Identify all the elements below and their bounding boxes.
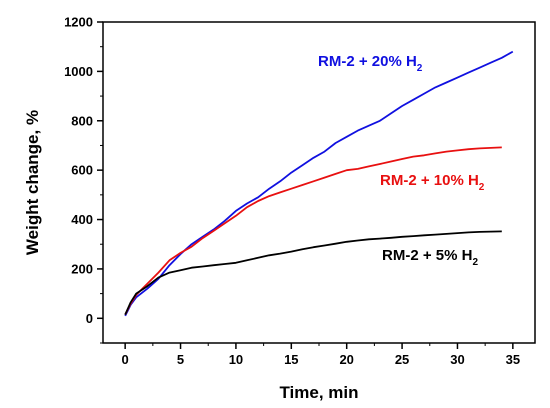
x-tick-label: 20 [339, 352, 353, 367]
y-tick-label: 1200 [64, 15, 93, 30]
series-annotation-label: RM-2 + 10% H2 [380, 172, 485, 193]
y-tick-label: 0 [86, 311, 93, 326]
y-axis-title: Weight change, % [23, 110, 42, 255]
series-line [124, 50, 514, 317]
series-line [124, 146, 502, 315]
series-layer [124, 50, 514, 317]
series-annotation-subscript: 2 [417, 63, 423, 74]
y-tick-label: 800 [71, 113, 93, 128]
series-annotation-main: RM-2 + 20% H [318, 53, 417, 70]
series-annotation-subscript: 2 [479, 182, 485, 193]
y-tick-label: 1000 [64, 64, 93, 79]
y-tick-label: 600 [71, 163, 93, 178]
x-tick-label: 35 [506, 352, 520, 367]
x-tick-label: 15 [284, 352, 298, 367]
x-tick-label: 5 [177, 352, 184, 367]
series-annotation-label: RM-2 + 5% H2 [382, 247, 478, 268]
axes: 0 5 10 15 20 25 30 35 0 200 400 600 800 1000 1200 [64, 15, 520, 368]
x-axis-title: Time, min [279, 383, 358, 402]
x-tick-label: 0 [122, 352, 129, 367]
x-tick-label: 10 [229, 352, 243, 367]
series-annotation-main: RM-2 + 10% H [380, 172, 479, 189]
y-tick-label: 200 [71, 261, 93, 276]
x-tick-label: 30 [450, 352, 464, 367]
series-line [124, 230, 502, 315]
series-annotation-label: RM-2 + 20% H2 [318, 53, 423, 74]
x-tick-label: 25 [395, 352, 409, 367]
y-tick-label: 400 [71, 212, 93, 227]
series-annotation-main: RM-2 + 5% H [382, 247, 472, 264]
series-annotation-subscript: 2 [472, 257, 478, 268]
